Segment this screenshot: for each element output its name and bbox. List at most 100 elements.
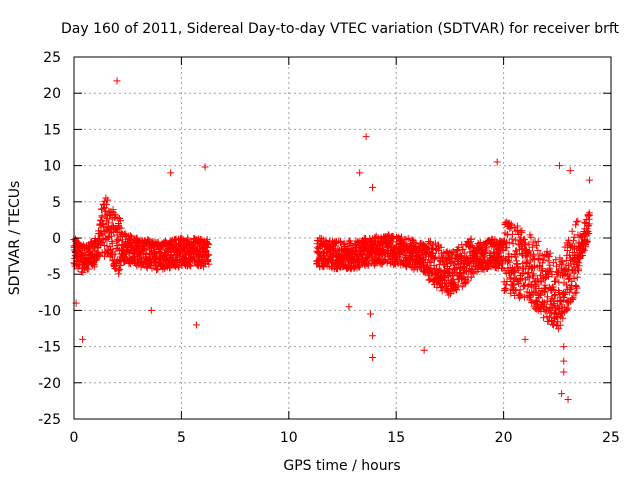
data-point [510,223,518,231]
data-point [554,318,562,326]
data-point [540,314,548,322]
data-point [534,246,542,254]
data-point [117,229,125,237]
data-point [114,245,122,253]
data-point-outlier [369,332,377,340]
data-point [569,237,577,245]
grid-layer [74,57,611,419]
data-point-outlier [560,357,568,365]
data-point [556,321,564,329]
data-point [583,238,591,246]
data-point [467,235,475,243]
data-point-outlier [79,335,87,343]
data-point [99,220,107,228]
data-point [467,273,475,281]
data-point [405,235,413,243]
data-point [564,304,572,312]
data-point [527,233,535,241]
data-point [322,236,330,244]
data-point [204,240,212,248]
x-tick-label: 0 [70,430,79,446]
data-point [112,244,120,252]
data-point [488,235,496,243]
data-point [550,300,558,308]
data-point [459,245,467,253]
data-point-outlier [564,395,572,403]
data-point [515,294,523,302]
data-point [105,219,113,227]
data-point [575,259,583,267]
data-point [148,264,156,272]
data-point [515,266,523,274]
data-point [104,196,112,204]
data-point [85,265,93,273]
data-point [113,228,121,236]
data-point [205,251,213,259]
y-tick-label: -20 [38,376,61,392]
data-point [528,243,536,251]
data-point-outlier [366,310,374,318]
axis-ticks [73,56,612,420]
data-point [525,247,533,255]
data-point [534,275,542,283]
y-tick-label: -10 [38,303,61,319]
data-point [545,253,553,261]
data-point [510,281,518,289]
data-point-outlier [192,321,200,329]
data-point [451,280,459,288]
data-point [115,237,123,245]
data-point [568,227,576,235]
data-point [103,201,111,209]
data-point [512,247,520,255]
data-point [187,262,195,270]
data-point [568,294,576,302]
data-point [518,227,526,235]
data-point [585,229,593,237]
data-point [465,259,473,267]
data-point [586,211,594,219]
data-point [94,250,102,258]
data-point [400,240,408,248]
data-point-outlier [362,133,370,141]
data-point [516,286,524,294]
data-point [503,278,511,286]
data-point [572,221,580,229]
data-point [553,273,561,281]
data-point [375,259,383,267]
data-point [530,262,538,270]
data-point [369,255,377,263]
data-point [175,263,183,271]
data-point [460,274,468,282]
data-point [546,249,554,257]
x-tick-label: 15 [387,430,405,446]
x-tick-label: 25 [602,430,620,446]
data-point [79,268,87,276]
data-point [583,231,591,239]
data-point [453,286,461,294]
data-point [580,246,588,254]
data-point [429,249,437,257]
data-point [555,325,563,333]
data-point [552,277,560,285]
data-point [104,233,112,241]
data-point [531,238,539,246]
data-point [441,273,449,281]
data-point [355,258,363,266]
data-point [458,283,466,291]
data-point [556,254,564,262]
data-point [525,268,533,276]
data-point [445,291,453,299]
x-axis-label: GPS time / hours [283,458,400,474]
y-tick-label: -25 [38,412,61,428]
data-point [461,266,469,274]
data-point [109,206,117,214]
data-point [579,251,587,259]
data-point [111,210,119,218]
data-point [541,281,549,289]
data-point [127,232,135,240]
data-point [565,299,573,307]
data-point [534,237,542,245]
data-point [195,235,203,243]
data-point [433,265,441,273]
